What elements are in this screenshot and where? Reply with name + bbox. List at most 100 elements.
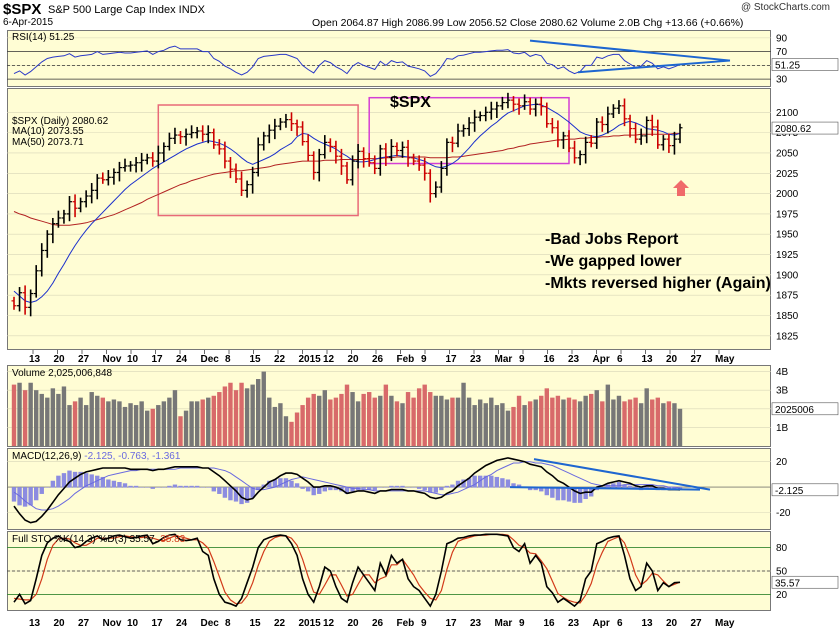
volume-bar — [444, 399, 450, 446]
volume-bar — [133, 405, 139, 446]
volume-bar — [217, 392, 222, 446]
macd-histogram-bar — [267, 480, 272, 488]
macd-histogram-bar — [244, 487, 250, 503]
volume-bar — [333, 397, 339, 446]
macd-histogram-bar — [139, 487, 144, 488]
annotation-line: -We gapped lower — [545, 253, 682, 270]
x-tick-label: May — [715, 354, 735, 365]
volume-bar — [122, 406, 128, 446]
price-axis-tick-label: 1975 — [776, 209, 799, 220]
macd-histogram-bar — [122, 483, 128, 488]
volume-bar — [300, 405, 305, 446]
annotation-line: -Mkts reversed higher (Again) — [545, 275, 771, 292]
chart-header: $SPX S&P 500 Large Cap Index INDX 6-Apr-… — [0, 0, 840, 30]
volume-bar — [56, 393, 61, 446]
volume-bar — [139, 401, 144, 446]
volume-legend: Volume 2,025,006,848 — [12, 368, 113, 379]
volume-bar — [89, 392, 94, 446]
macd-histogram-bar — [555, 487, 561, 501]
sto-legend: Full STO %K(14,3) %D(3) 35.57, 35.83 — [12, 534, 186, 545]
macd-histogram-bar — [627, 485, 633, 488]
macd-histogram-bar — [22, 487, 28, 507]
volume-bar — [550, 397, 555, 446]
volume-bar — [256, 379, 261, 446]
volume-bar — [494, 405, 500, 446]
macd-histogram-bar — [433, 487, 438, 493]
volume-bar — [638, 403, 644, 446]
volume-bar — [516, 395, 522, 446]
macd-histogram-bar — [489, 475, 494, 488]
volume-bar — [483, 403, 488, 446]
chart-date: 6-Apr-2015 — [3, 17, 54, 28]
x-tick-label-bottom: 27 — [78, 618, 90, 629]
macd-histogram-bar — [322, 487, 327, 492]
volume-bar — [350, 392, 355, 446]
macd-histogram-bar — [39, 487, 44, 494]
macd-histogram-bar — [455, 480, 461, 488]
macd-histogram-bar — [572, 487, 577, 503]
volume-bar — [200, 399, 205, 446]
volume-bar — [145, 410, 150, 446]
volume-bar — [239, 382, 244, 446]
volume-bar — [566, 397, 572, 446]
volume-bar — [405, 392, 411, 446]
x-tick-label: 9 — [421, 354, 427, 365]
macd-histogram-bar — [156, 487, 161, 488]
volume-bar — [294, 412, 300, 446]
volume-bar — [106, 401, 111, 446]
macd-histogram-bar — [466, 478, 472, 488]
volume-bar — [233, 390, 239, 446]
x-tick-label: 27 — [691, 354, 703, 365]
x-tick-label: Mar — [495, 354, 513, 365]
price-last-tag-text: 2080.62 — [775, 124, 812, 135]
volume-bar — [433, 395, 438, 446]
x-tick-label-bottom: 9 — [421, 618, 427, 629]
volume-bar — [283, 416, 289, 446]
ma10-line — [13, 103, 681, 304]
macd-histogram-bar — [133, 485, 139, 488]
ma10-legend: MA(10) 2073.55 — [12, 126, 84, 137]
x-tick-label-bottom: May — [715, 618, 735, 629]
volume-bar — [394, 401, 400, 446]
x-tick-label: 20 — [348, 354, 360, 365]
volume-bar — [489, 397, 494, 446]
macd-trendline-upper — [533, 458, 711, 491]
macd-histogram-bar — [483, 475, 488, 488]
sto-axis-tick-label: 50 — [776, 567, 788, 578]
macd-histogram-bar — [561, 487, 566, 501]
volume-bar — [34, 390, 39, 446]
volume-bar — [500, 403, 505, 446]
macd-histogram-bar — [577, 487, 583, 503]
macd-histogram-bar — [461, 479, 466, 488]
volume-bar — [339, 393, 344, 446]
volume-bar — [150, 408, 155, 446]
volume-bar — [561, 399, 566, 446]
volume-bar — [178, 416, 183, 446]
macd-histogram-bar — [117, 482, 122, 488]
volume-bar — [117, 401, 122, 446]
sto-axis-tick-label: 20 — [776, 590, 788, 601]
macd-histogram-bar — [422, 487, 427, 491]
volume-bar — [61, 386, 67, 446]
x-tick-label-bottom: 27 — [691, 618, 703, 629]
macd-histogram-bar — [583, 487, 588, 500]
volume-bar — [594, 390, 599, 446]
volume-bar — [583, 395, 588, 446]
volume-bar — [616, 395, 622, 446]
volume-bar — [267, 397, 272, 446]
macd-histogram-bar — [439, 487, 444, 491]
up-arrow-marker — [673, 180, 689, 196]
x-tick-label-bottom: Feb — [397, 618, 415, 629]
x-tick-label: 8 — [225, 354, 231, 365]
macd-histogram-bar — [106, 479, 111, 488]
volume-bar — [367, 392, 372, 446]
volume-bar — [28, 382, 33, 446]
volume-bar — [411, 397, 416, 446]
macd-histogram-bar — [544, 487, 549, 496]
index-name: S&P 500 Large Cap Index INDX — [48, 4, 205, 16]
volume-bar — [655, 397, 660, 446]
macd-histogram-bar — [305, 487, 311, 492]
volume-bar — [572, 399, 577, 446]
volume-bar — [533, 399, 538, 446]
macd-histogram-bar — [256, 487, 261, 491]
